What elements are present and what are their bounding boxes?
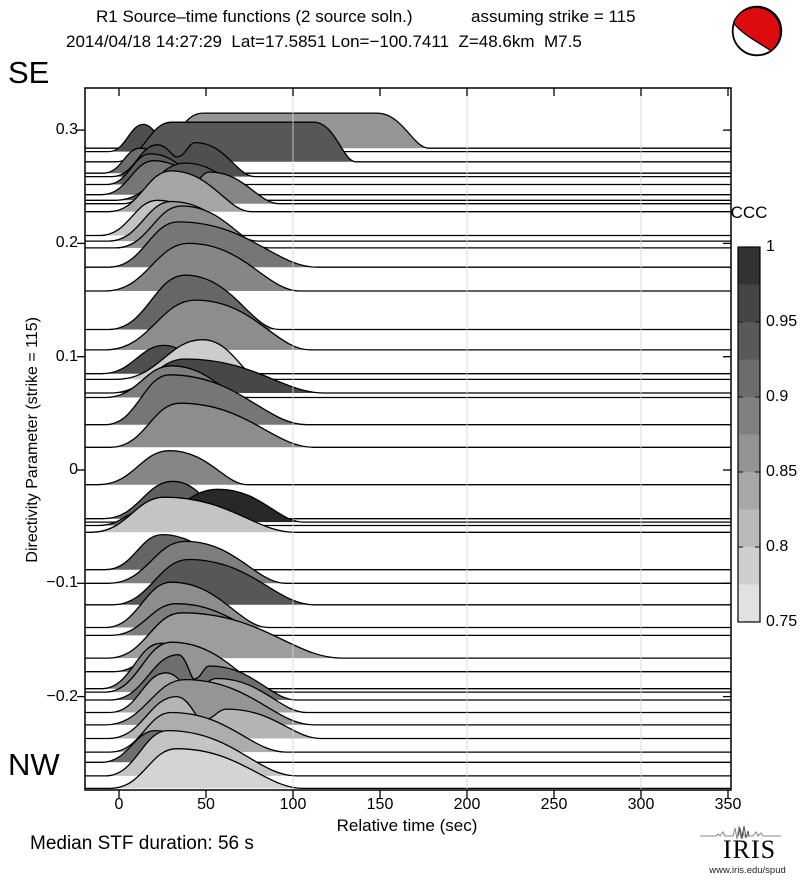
colorbar-segment [738,584,760,623]
x-tick-label: 100 [279,796,307,813]
stf-trace [85,540,731,584]
y-tick-label: −0.1 [46,574,78,592]
stf-trace [85,402,731,448]
x-tick-label: 300 [627,796,655,813]
iris-logo-text: IRIS [722,835,777,864]
stf-trace [85,450,731,486]
stf-trace [85,221,731,268]
plot-subtitle: 2014/04/18 14:27:29 Lat=17.5851 Lon=−100… [66,32,582,51]
x-tick-label: 150 [366,796,394,813]
colorbar-segment [738,284,760,323]
plot-title-strike: assuming strike = 115 [471,7,636,26]
colorbar-segment [738,322,760,360]
stf-trace [85,374,731,426]
stf-trace [85,711,731,753]
stf-trace [85,612,731,659]
y-tick-label: 0.2 [55,234,78,252]
colorbar-frame [737,246,761,623]
x-tick-label: 50 [197,796,215,813]
colorbar-tick-label: 0.85 [766,463,798,480]
corner-label-se: SE [8,55,50,90]
x-axis-label: Relative time (sec) [336,816,478,835]
x-tick-label: 350 [714,796,742,813]
colorbar-tick-label: 0.9 [766,388,789,405]
colorbar-label: CCC [730,203,768,222]
stf-trace [85,748,731,790]
seismogram-icon [700,826,781,840]
colorbar-tick-label: 1 [766,238,775,255]
plot-title: R1 Source–time functions (2 source soln.… [96,7,413,26]
colorbar-segment [738,509,760,548]
colorbar-segment [738,359,760,398]
corner-label-nw: NW [8,747,60,782]
stf-traces [85,112,731,790]
y-tick-label: 0.1 [55,347,78,365]
colorbar-tick-label: 0.95 [766,313,798,330]
x-tick-label: 0 [114,796,124,813]
y-tick-label: 0.3 [55,121,78,139]
stf-trace [85,729,731,777]
plot-frame [84,87,732,791]
x-tick-label: 200 [453,796,481,813]
median-duration-text: Median STF duration: 56 s [30,833,254,854]
iris-logo-url: www.iris.edu/spud [709,865,786,876]
colorbar-tick-label: 0.75 [766,613,798,630]
colorbar-segment [738,472,760,510]
stf-trace [85,242,731,292]
stf-trace [85,299,731,351]
y-tick-label: 0 [69,461,78,478]
colorbar-segment [738,247,760,285]
y-tick-label: −0.2 [46,687,78,705]
colorbar-segment [738,547,760,585]
stf-trace [85,558,731,606]
focal-mechanism-icon [731,5,783,57]
y-axis-label: Directivity Parameter (strike = 115) [24,317,42,563]
stf-trace [85,496,731,533]
colorbar-segment [738,434,760,473]
colorbar-segment [738,397,760,435]
colorbar-tick-label: 0.8 [766,538,789,555]
x-tick-label: 250 [540,796,568,813]
